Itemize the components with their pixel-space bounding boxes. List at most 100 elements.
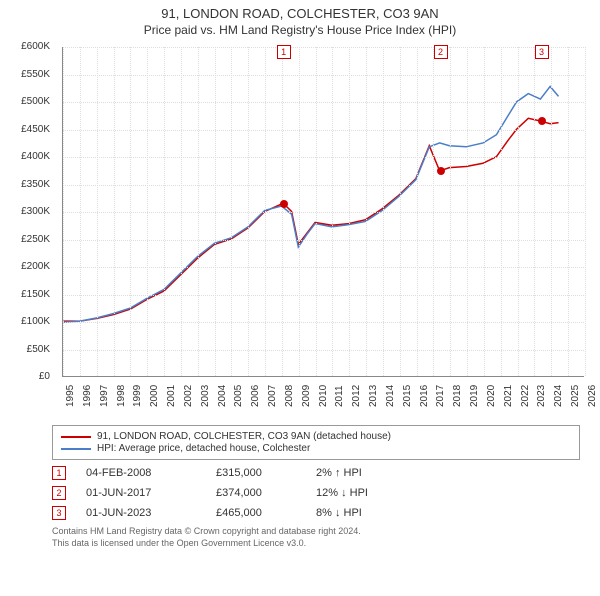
y-axis-label: £500K: [5, 96, 50, 107]
transaction-price: £465,000: [216, 507, 296, 519]
gridline-horizontal: [63, 102, 584, 103]
footer-attribution: Contains HM Land Registry data © Crown c…: [52, 526, 580, 549]
transaction-index-marker: 2: [52, 486, 66, 500]
gridline-horizontal: [63, 350, 584, 351]
gridline-vertical: [585, 47, 586, 376]
x-axis-label: 2005: [233, 385, 244, 407]
transaction-date: 04-FEB-2008: [86, 467, 196, 479]
y-axis-label: £350K: [5, 179, 50, 190]
legend-label: 91, LONDON ROAD, COLCHESTER, CO3 9AN (de…: [97, 431, 391, 442]
y-axis-label: £200K: [5, 261, 50, 272]
x-axis-label: 2025: [570, 385, 581, 407]
x-axis-label: 1997: [99, 385, 110, 407]
x-axis-label: 1999: [132, 385, 143, 407]
transaction-diff: 2% ↑ HPI: [316, 467, 362, 479]
transaction-price: £315,000: [216, 467, 296, 479]
y-axis-label: £150K: [5, 289, 50, 300]
y-axis-label: £100K: [5, 316, 50, 327]
x-axis-label: 2009: [301, 385, 312, 407]
x-axis-label: 2007: [267, 385, 278, 407]
gridline-vertical: [114, 47, 115, 376]
gridline-vertical: [467, 47, 468, 376]
x-axis-label: 2001: [166, 385, 177, 407]
footer-line: This data is licensed under the Open Gov…: [52, 538, 580, 550]
gridline-vertical: [332, 47, 333, 376]
gridline-vertical: [80, 47, 81, 376]
gridline-horizontal: [63, 212, 584, 213]
x-axis-label: 2024: [553, 385, 564, 407]
gridline-vertical: [383, 47, 384, 376]
gridline-horizontal: [63, 267, 584, 268]
x-axis-label: 1996: [82, 385, 93, 407]
x-axis-label: 2020: [486, 385, 497, 407]
x-axis-label: 2012: [351, 385, 362, 407]
gridline-vertical: [147, 47, 148, 376]
x-axis-label: 1998: [116, 385, 127, 407]
x-axis-label: 2002: [183, 385, 194, 407]
x-axis-label: 2011: [334, 385, 345, 407]
gridline-vertical: [265, 47, 266, 376]
gridline-vertical: [215, 47, 216, 376]
x-axis-label: 2016: [419, 385, 430, 407]
transaction-row: 1 04-FEB-2008 £315,000 2% ↑ HPI: [52, 466, 580, 480]
y-axis-label: £50K: [5, 344, 50, 355]
y-axis-label: £550K: [5, 69, 50, 80]
gridline-horizontal: [63, 75, 584, 76]
transaction-date: 01-JUN-2023: [86, 507, 196, 519]
x-axis-label: 2010: [318, 385, 329, 407]
gridline-horizontal: [63, 240, 584, 241]
gridline-vertical: [501, 47, 502, 376]
gridline-vertical: [349, 47, 350, 376]
gridline-horizontal: [63, 185, 584, 186]
gridline-vertical: [450, 47, 451, 376]
gridline-vertical: [130, 47, 131, 376]
gridline-vertical: [551, 47, 552, 376]
legend-label: HPI: Average price, detached house, Colc…: [97, 443, 310, 454]
y-axis-label: £0: [5, 371, 50, 382]
y-axis-label: £450K: [5, 124, 50, 135]
x-axis-label: 2004: [217, 385, 228, 407]
transaction-date: 01-JUN-2017: [86, 487, 196, 499]
y-axis-label: £250K: [5, 234, 50, 245]
x-axis-label: 2021: [503, 385, 514, 407]
plot-region: 123: [62, 47, 584, 377]
gridline-vertical: [417, 47, 418, 376]
transaction-diff: 8% ↓ HPI: [316, 507, 362, 519]
transaction-index-marker: 3: [52, 506, 66, 520]
chart-title: 91, LONDON ROAD, COLCHESTER, CO3 9AN: [0, 6, 600, 21]
transaction-dot: [437, 167, 445, 175]
legend-row: 91, LONDON ROAD, COLCHESTER, CO3 9AN (de…: [61, 431, 571, 442]
transaction-index-marker: 1: [52, 466, 66, 480]
transaction-marker-box: 3: [535, 45, 549, 59]
x-axis-label: 2018: [452, 385, 463, 407]
gridline-vertical: [568, 47, 569, 376]
gridline-vertical: [282, 47, 283, 376]
x-axis-label: 2000: [149, 385, 160, 407]
chart-subtitle: Price paid vs. HM Land Registry's House …: [0, 23, 600, 37]
chart-legend: 91, LONDON ROAD, COLCHESTER, CO3 9AN (de…: [52, 425, 580, 460]
transaction-marker-box: 1: [277, 45, 291, 59]
gridline-vertical: [484, 47, 485, 376]
x-axis-label: 2026: [587, 385, 598, 407]
transaction-row: 3 01-JUN-2023 £465,000 8% ↓ HPI: [52, 506, 580, 520]
gridline-vertical: [198, 47, 199, 376]
x-axis-label: 2017: [435, 385, 446, 407]
gridline-horizontal: [63, 157, 584, 158]
y-axis-label: £300K: [5, 206, 50, 217]
x-axis-label: 2015: [402, 385, 413, 407]
transaction-price: £374,000: [216, 487, 296, 499]
x-axis-label: 2022: [520, 385, 531, 407]
x-axis-label: 2019: [469, 385, 480, 407]
legend-swatch: [61, 436, 91, 438]
gridline-vertical: [299, 47, 300, 376]
legend-row: HPI: Average price, detached house, Colc…: [61, 443, 571, 454]
gridline-horizontal: [63, 295, 584, 296]
transaction-diff: 12% ↓ HPI: [316, 487, 368, 499]
x-axis-label: 2014: [385, 385, 396, 407]
gridline-vertical: [63, 47, 64, 376]
transaction-dot: [538, 117, 546, 125]
gridline-vertical: [164, 47, 165, 376]
gridline-horizontal: [63, 130, 584, 131]
gridline-vertical: [97, 47, 98, 376]
x-axis-label: 2003: [200, 385, 211, 407]
